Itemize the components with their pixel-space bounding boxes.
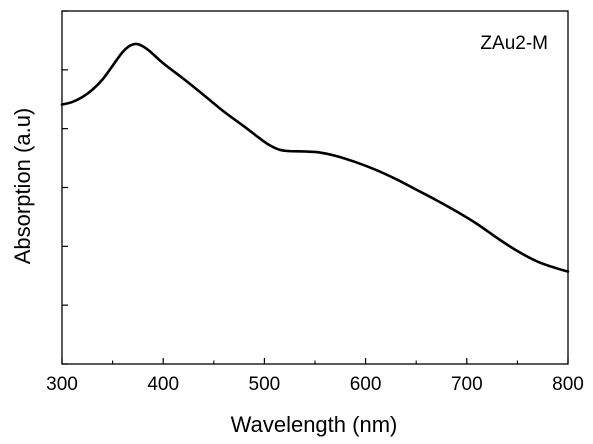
series-group xyxy=(60,42,570,273)
x-tick-label: 400 xyxy=(147,374,179,395)
y-ticks xyxy=(62,10,68,365)
x-ticks: 300 400 500 600 700 800 xyxy=(46,358,584,395)
x-tick-label: 800 xyxy=(552,374,584,395)
y-axis-title: Absorption (a.u) xyxy=(10,108,35,265)
x-axis-title: Wavelength (nm) xyxy=(231,412,398,437)
x-tick-label: 300 xyxy=(46,374,78,395)
x-tick-label: 700 xyxy=(451,374,483,395)
axes-frame xyxy=(61,10,569,365)
absorption-series-line xyxy=(60,42,570,273)
x-tick-label: 500 xyxy=(249,374,281,395)
x-tick-label: 600 xyxy=(350,374,382,395)
plot-frame xyxy=(61,10,569,365)
sample-annotation: ZAu2-M xyxy=(480,33,548,54)
